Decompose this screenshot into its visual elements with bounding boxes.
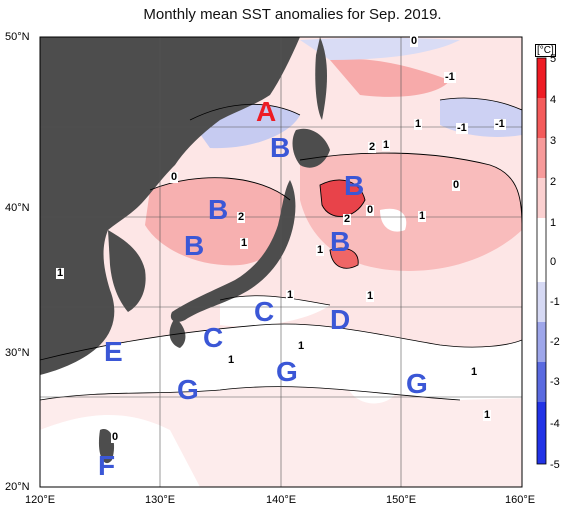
contour-label: 1	[366, 290, 375, 302]
colorbar	[536, 57, 547, 465]
region-label-g: G	[177, 374, 199, 405]
contour-label: 0	[170, 171, 179, 183]
contour-label: 1	[382, 139, 391, 151]
region-label-d: D	[330, 304, 351, 335]
latitude-label: 20°N	[5, 481, 30, 493]
region-label-b: B	[208, 194, 229, 225]
map-title: Monthly mean SST anomalies for Sep. 2019…	[143, 6, 442, 23]
contour-label: 0	[452, 179, 461, 191]
hokkaido-land	[292, 128, 330, 168]
colorbar-unit: [°C]	[535, 44, 556, 57]
region-label-g: G	[406, 368, 428, 399]
region-label-g: G	[276, 356, 298, 387]
contour-label: 2	[343, 213, 352, 225]
longitude-label: 130°E	[145, 494, 176, 506]
contour-label: 1	[470, 366, 479, 378]
longitude-label: 140°E	[266, 494, 297, 506]
contour-label: 2	[368, 141, 377, 153]
region-label-c: C	[203, 322, 224, 353]
colorbar-tick: 4	[550, 94, 557, 106]
contour-label: 0	[366, 204, 375, 216]
colorbar-tick: -4	[550, 418, 560, 430]
contour-label: 1	[483, 409, 492, 421]
colorbar-tick: 0	[550, 256, 557, 268]
region-label-b: B	[330, 226, 351, 257]
contour-label: -1	[494, 118, 506, 130]
region-label-a: A	[256, 96, 277, 127]
colorbar-tick: -5	[550, 459, 560, 471]
region-label-e: E	[104, 336, 123, 367]
contour-label: 1	[414, 118, 423, 130]
taiwan-land	[98, 429, 115, 464]
continent-land	[40, 37, 300, 375]
region-label-f: F	[98, 450, 116, 481]
contour-label: 0	[111, 431, 120, 443]
latitude-label: 30°N	[5, 347, 30, 359]
map-frame	[39, 36, 523, 488]
contour-label: 1	[316, 244, 325, 256]
region-label-c: C	[254, 296, 275, 327]
contour-label: 1	[56, 267, 65, 279]
grid-lines	[40, 37, 522, 487]
warm-anomaly-sea-of-japan	[145, 177, 293, 266]
contour-label: 1	[418, 210, 427, 222]
colorbar-tick: 3	[550, 135, 557, 147]
contour-label: -1	[456, 122, 468, 134]
contour-label: 0	[410, 35, 419, 47]
contour-label: 1	[286, 289, 295, 301]
longitude-label: 160°E	[505, 494, 536, 506]
colorbar-tick: 5	[550, 53, 557, 65]
contour-label: -1	[444, 71, 456, 83]
colorbar-tick: 1	[550, 217, 557, 229]
contour-label: 1	[240, 237, 249, 249]
region-label-b: B	[344, 170, 365, 201]
latitude-label: 40°N	[5, 202, 30, 214]
contour-label: 2	[237, 211, 246, 223]
colorbar-tick: 2	[550, 176, 557, 188]
contour-line	[149, 177, 291, 201]
colorbar-tick: -1	[550, 296, 560, 308]
contour-label: 1	[227, 354, 236, 366]
contour-label: 1	[297, 340, 306, 352]
warm-anomaly-north-pacific	[300, 153, 522, 271]
colorbar-tick: -3	[550, 376, 560, 388]
longitude-label: 120°E	[25, 494, 56, 506]
honshu-land	[170, 180, 296, 323]
region-label-b: B	[184, 230, 205, 261]
longitude-label: 150°E	[386, 494, 417, 506]
colorbar-tick: -2	[550, 336, 560, 348]
region-label-b: B	[270, 132, 291, 163]
latitude-label: 50°N	[5, 31, 30, 43]
map-area	[40, 37, 522, 487]
